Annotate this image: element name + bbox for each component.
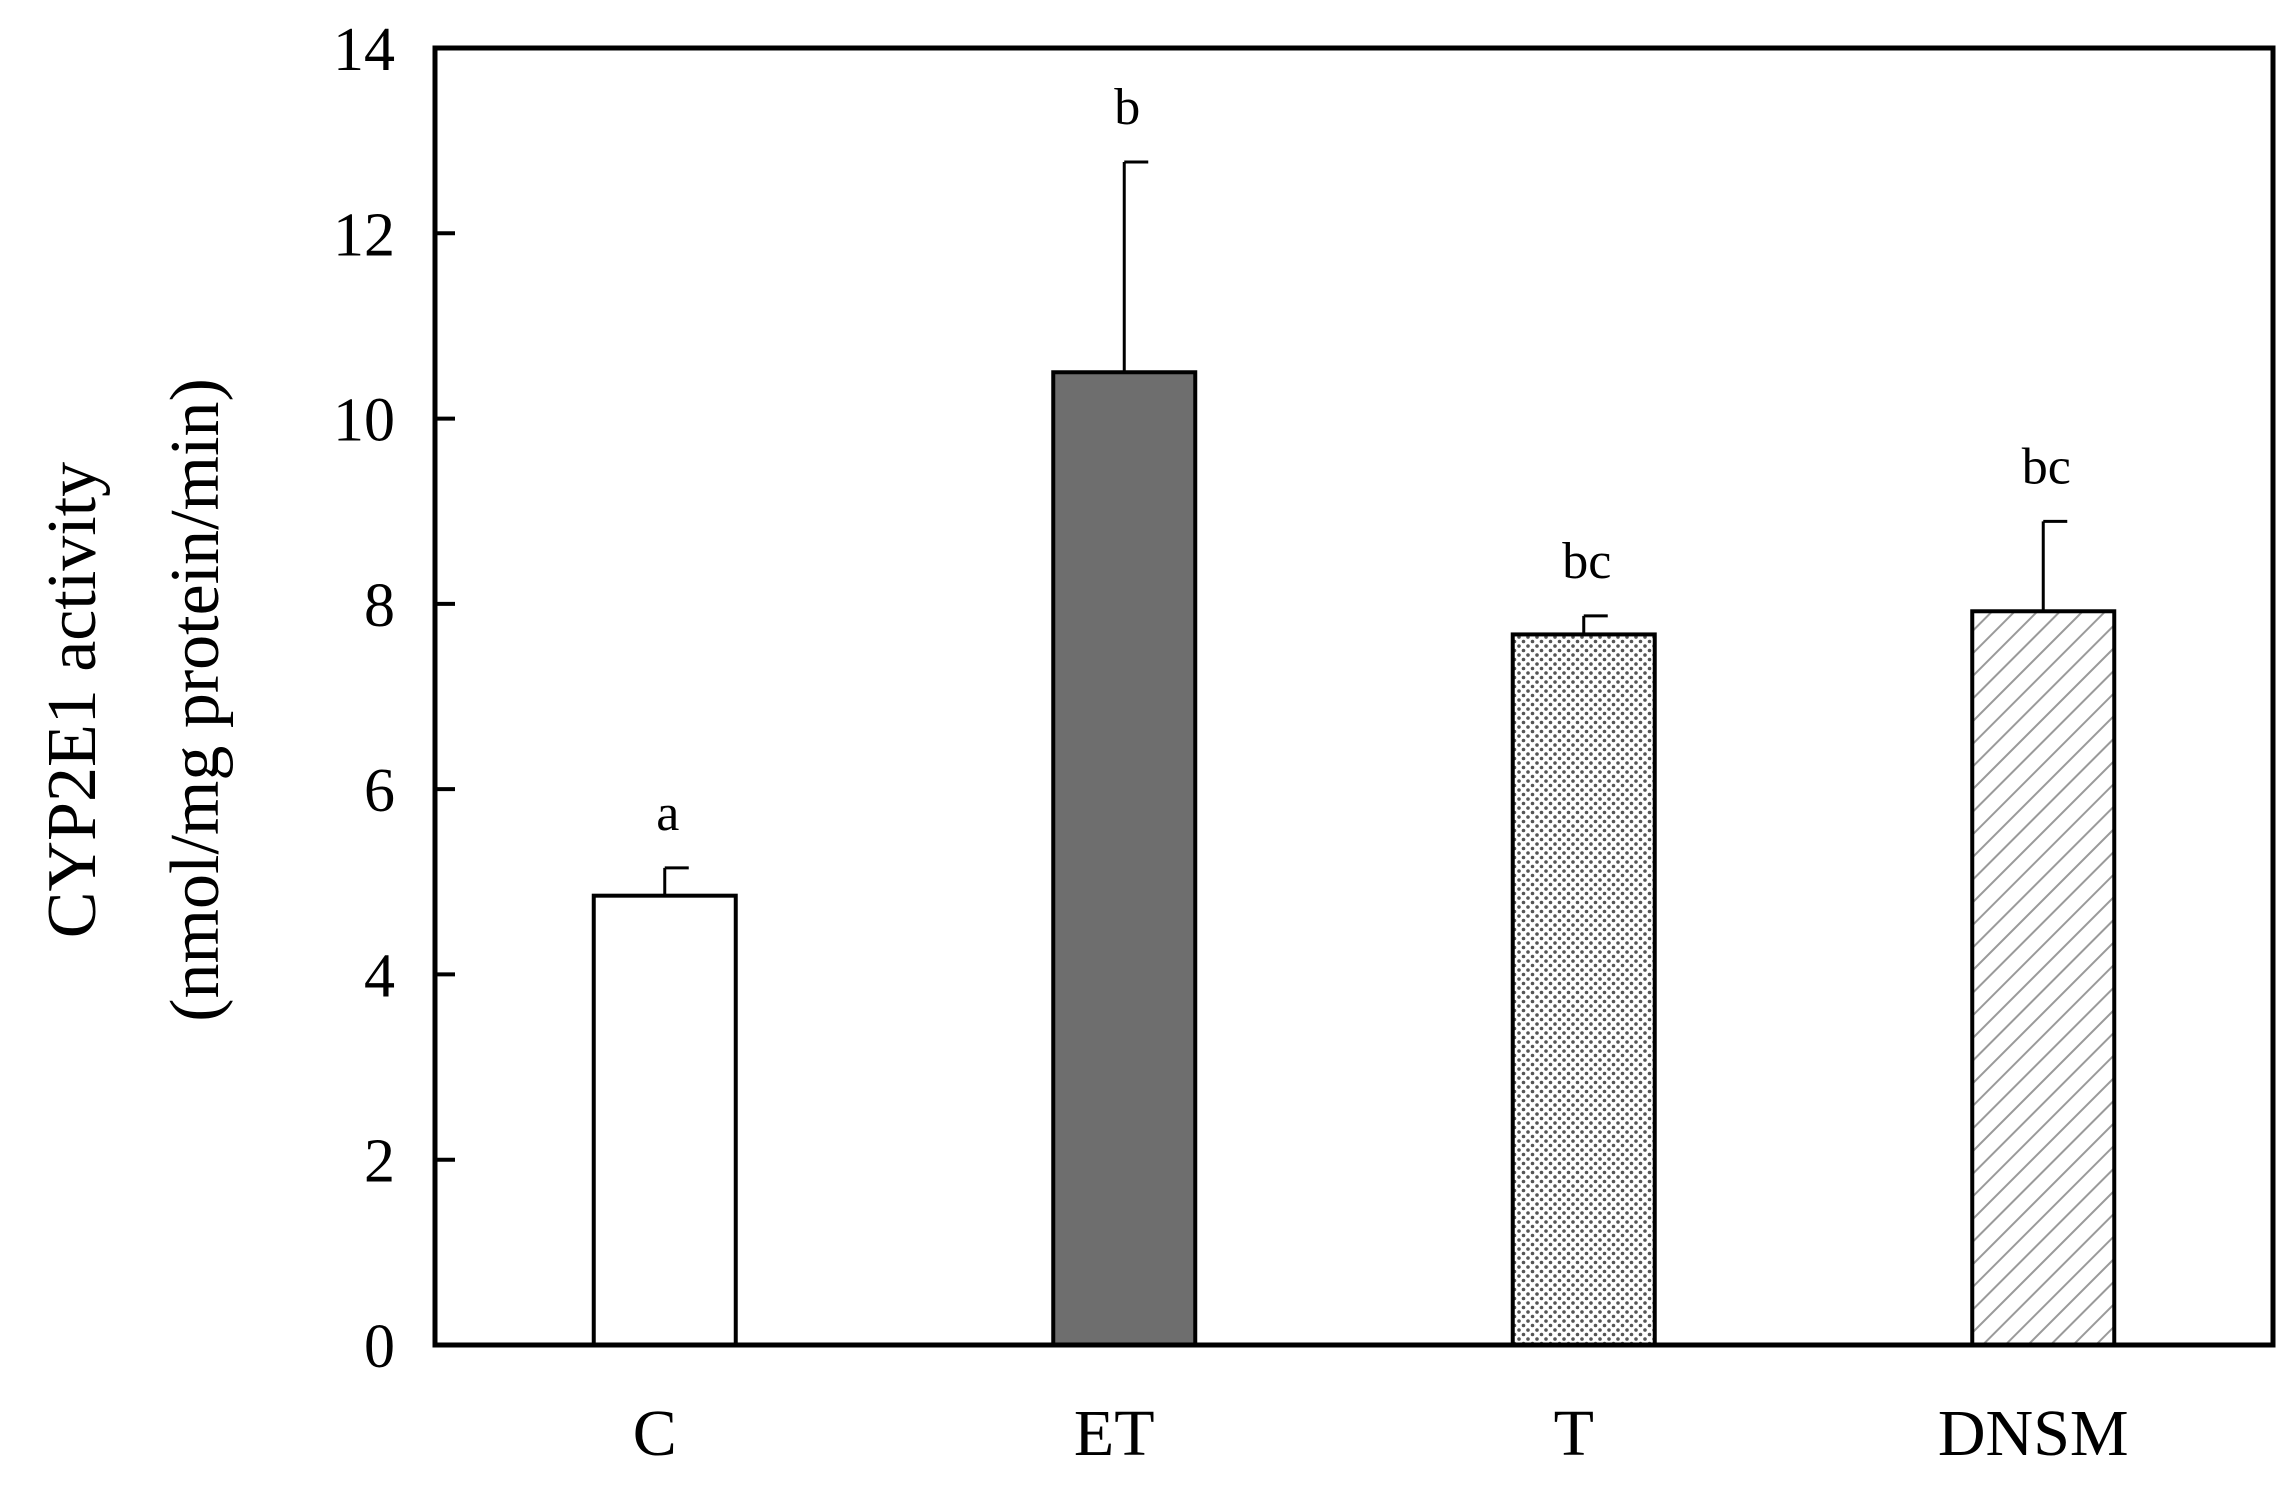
y-axis-title-line-1: CYP2E1 activity <box>34 462 111 938</box>
bar-dnsm <box>1970 609 2117 1347</box>
y-tick-label: 12 <box>333 201 395 269</box>
bar-et <box>1051 370 1198 1347</box>
y-tick-label: 0 <box>364 1313 395 1381</box>
significance-label-t: bc <box>1562 533 1611 590</box>
bar-c <box>591 893 738 1347</box>
y-axis-title-line-2: (nmol/mg protein/min) <box>157 378 234 1022</box>
y-axis-ticks: 0 2 4 6 8 10 12 14 <box>333 16 455 1381</box>
y-axis-title: CYP2E1 activity (nmol/mg protein/min) <box>34 378 234 1022</box>
y-tick-label: 14 <box>333 16 395 84</box>
bars-group <box>591 370 2117 1347</box>
significance-label-et: b <box>1114 79 1140 136</box>
y-tick-label: 2 <box>364 1128 395 1196</box>
plot-frame <box>432 45 2276 1348</box>
x-category-label-t: T <box>1554 1397 1594 1470</box>
error-bars-group <box>663 160 2068 896</box>
x-category-label-et: ET <box>1074 1397 1155 1470</box>
x-axis-labels: C ET T DNSM <box>633 1397 2129 1470</box>
y-tick-label: 10 <box>333 387 395 455</box>
y-tick-label: 8 <box>364 572 395 640</box>
bar-t <box>1510 632 1657 1347</box>
y-tick-label: 4 <box>364 942 395 1010</box>
y-tick-label: 6 <box>364 757 395 825</box>
significance-label-dnsm: bc <box>2022 438 2071 495</box>
x-category-label-c: C <box>633 1397 677 1470</box>
significance-labels-group: a b bc bc <box>656 79 2071 842</box>
x-category-label-dnsm: DNSM <box>1938 1397 2129 1470</box>
significance-label-c: a <box>656 785 679 842</box>
